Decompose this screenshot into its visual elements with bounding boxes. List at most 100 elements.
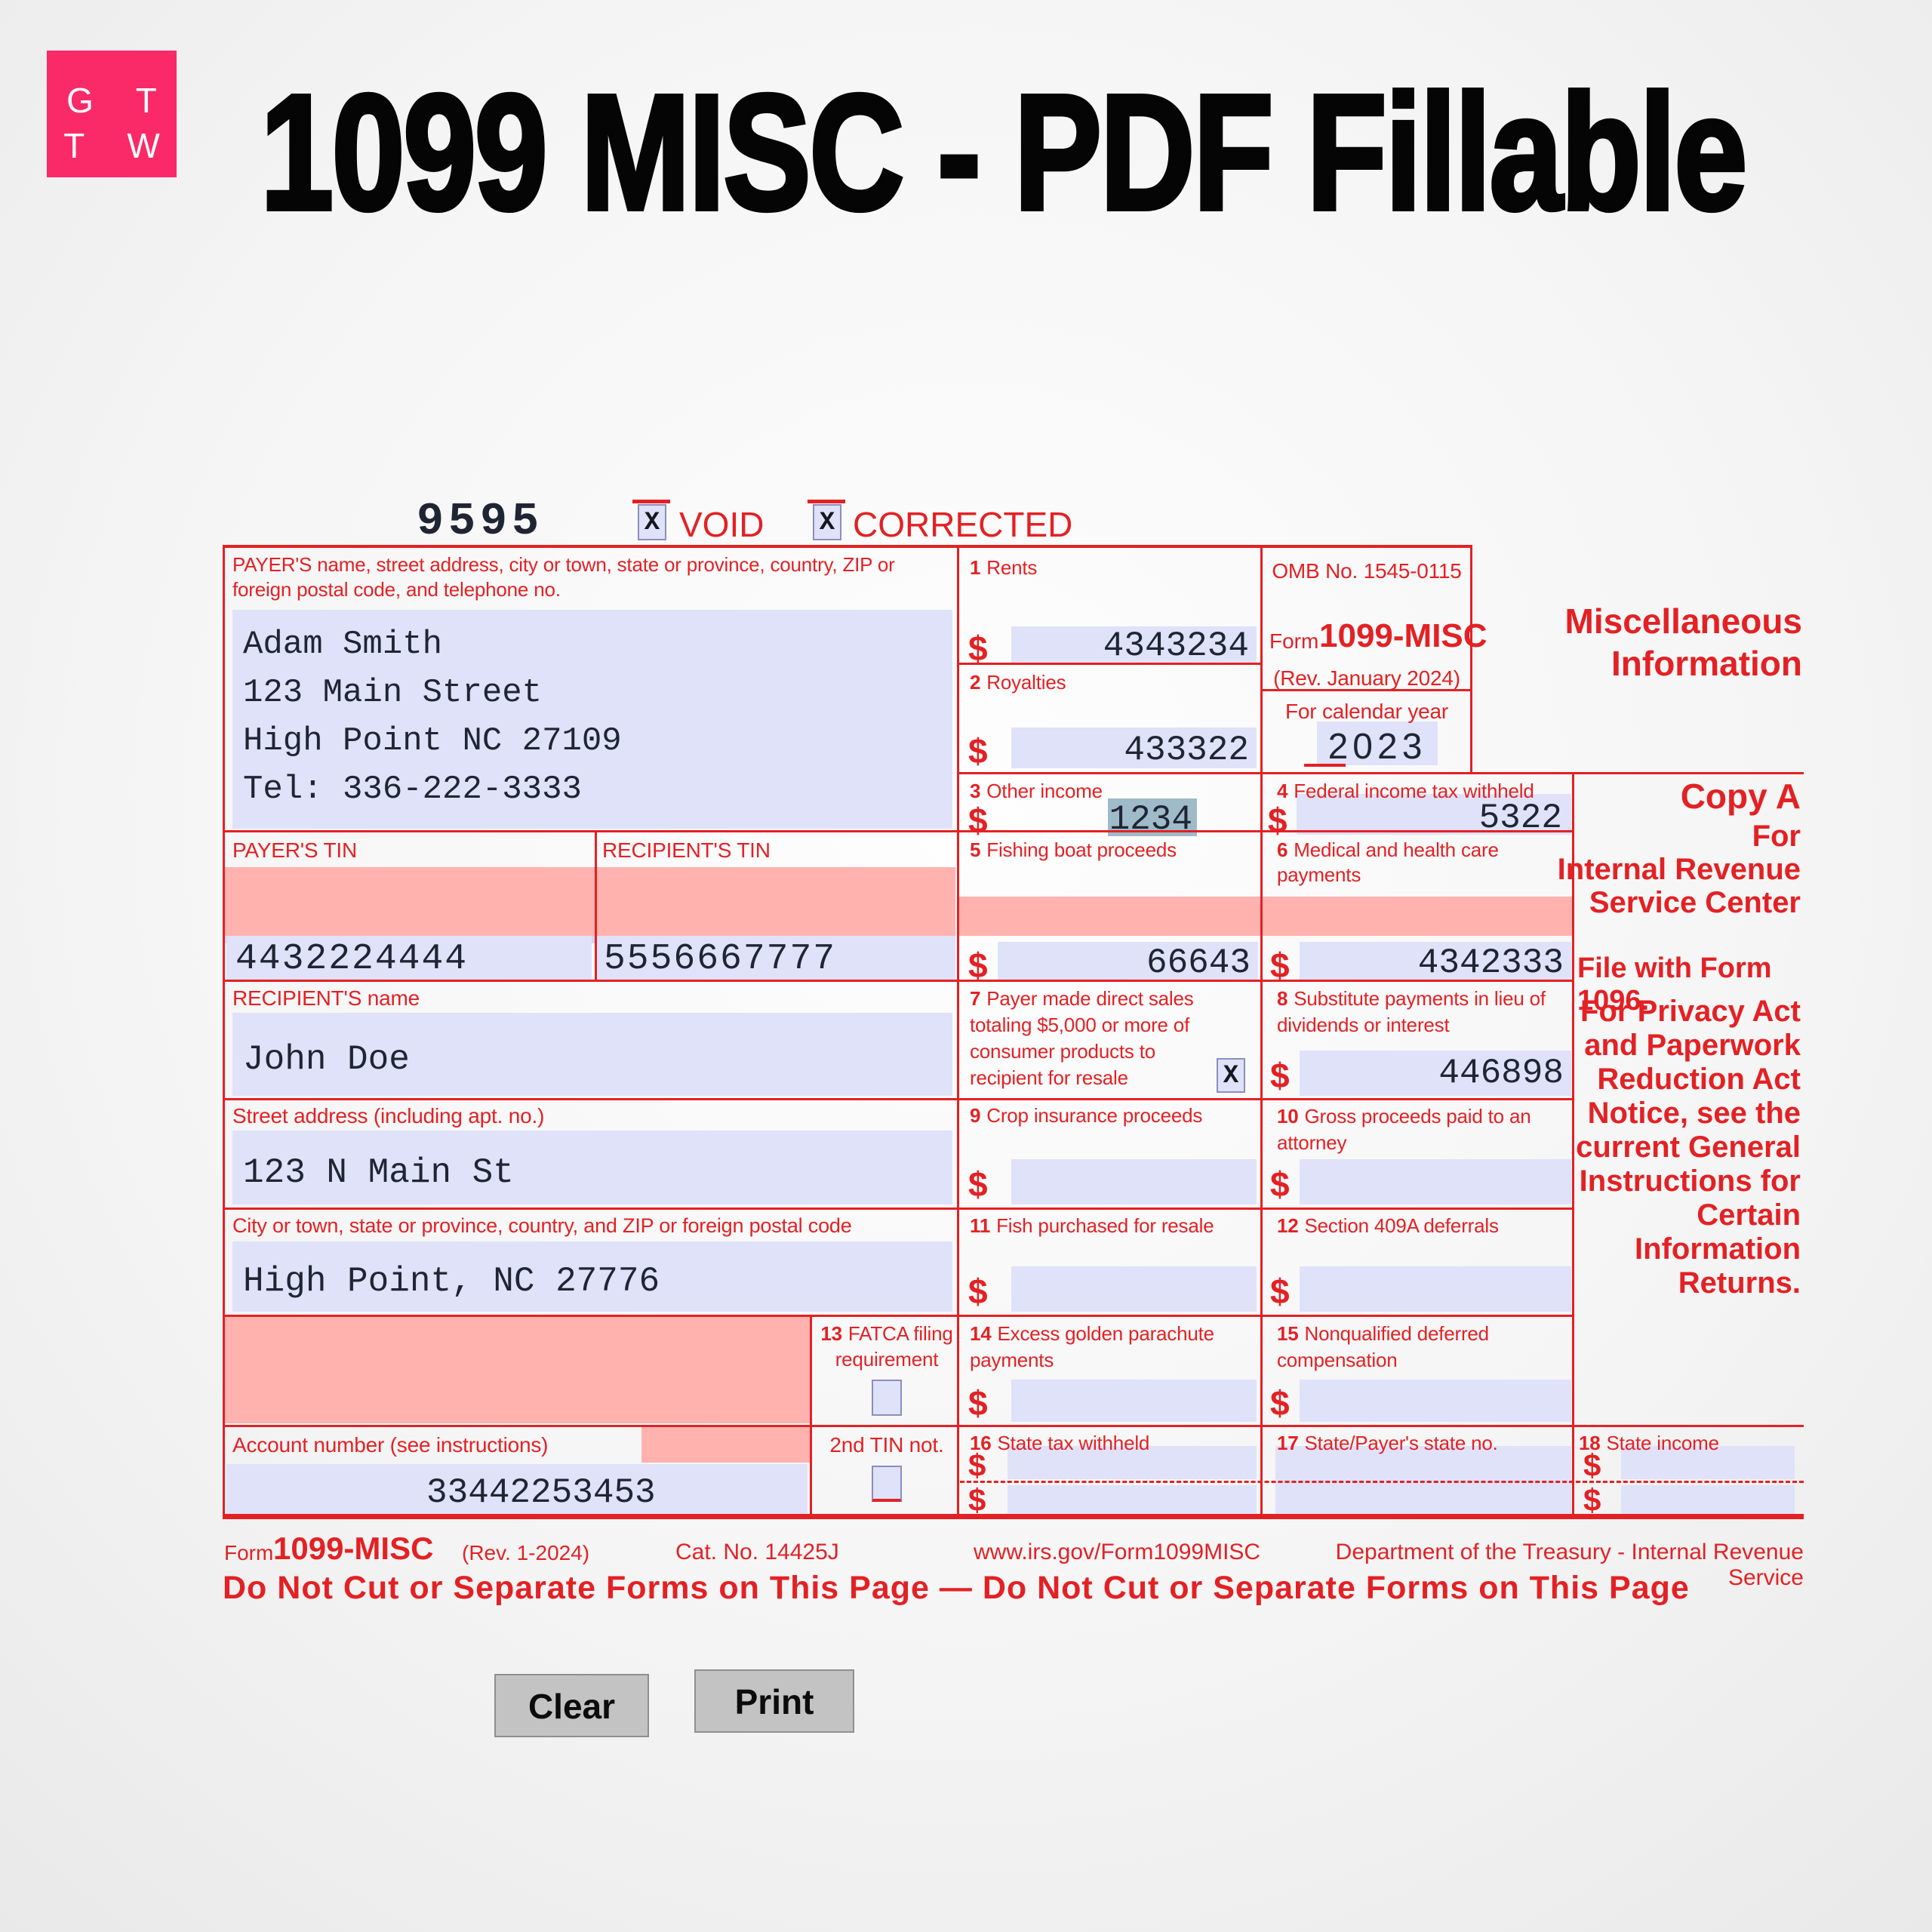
calendar-year-field[interactable] — [1317, 721, 1438, 765]
box12-dollar: $ — [1270, 1272, 1290, 1311]
box15-label: 15 Nonqualified deferred compensation — [1277, 1322, 1489, 1371]
state-row-dashed-line — [960, 1481, 1804, 1483]
clear-button-label: Clear — [528, 1687, 616, 1726]
line-name-top — [223, 980, 1574, 982]
line-account-top — [223, 1425, 1804, 1427]
box9-label: 9 Crop insurance proceeds — [970, 1104, 1203, 1127]
state-tax-field-2[interactable] — [1008, 1485, 1257, 1514]
box9-dollar: $ — [968, 1164, 988, 1204]
box6-value: 4342333 — [1417, 943, 1564, 983]
substitute-field[interactable] — [1300, 1051, 1571, 1096]
recipient-name-label: RECIPIENT'S name — [232, 986, 420, 1010]
account-field[interactable] — [226, 1464, 808, 1514]
payer-info-value: Adam Smith 123 Main Street High Point NC 2… — [243, 626, 622, 808]
recipient-name-field[interactable] — [232, 1013, 952, 1096]
box5-value: 66643 — [1146, 943, 1251, 983]
box18-dollar-2: $ — [1583, 1482, 1601, 1518]
copy-a-for: For — [1752, 820, 1801, 853]
void-label: VOID — [679, 505, 764, 544]
clear-button[interactable]: Clear — [494, 1674, 649, 1737]
street-field[interactable] — [232, 1131, 952, 1204]
omb-right-line — [1470, 545, 1472, 774]
fish-resale-field[interactable] — [1011, 1266, 1257, 1312]
footer-cat-no: Cat. No. 14425J — [675, 1540, 839, 1564]
calendar-year-value: 2023 — [1327, 727, 1427, 767]
federal-tax-field[interactable] — [1297, 794, 1571, 835]
line-city-top — [223, 1208, 1574, 1210]
recipient-tin-label: RECIPIENT'S TIN — [602, 838, 771, 862]
logo-line-1: G T — [66, 81, 174, 120]
other-income-field[interactable] — [1108, 798, 1197, 836]
fishing-field[interactable] — [998, 942, 1258, 980]
fatca-col-line — [810, 1315, 812, 1519]
corrected-label: CORRECTED — [853, 505, 1073, 544]
line-omb-calendar — [1260, 689, 1472, 691]
deferred-comp-field[interactable] — [1300, 1380, 1571, 1422]
box8-dollar: $ — [1270, 1056, 1290, 1095]
state-income-field-1[interactable] — [1621, 1446, 1795, 1479]
royalties-field[interactable] — [1011, 728, 1257, 768]
void-checkbox[interactable]: X — [638, 504, 666, 540]
payer-tin-field[interactable] — [226, 936, 592, 980]
box16-dollar-2: $ — [968, 1482, 986, 1518]
box3-label: 3 Other income — [970, 780, 1103, 802]
attorney-field[interactable] — [1300, 1159, 1571, 1204]
box5-6-band — [959, 897, 1572, 936]
rents-field[interactable] — [1011, 626, 1257, 663]
city-field[interactable] — [232, 1241, 952, 1312]
box16-dollar-1: $ — [968, 1447, 986, 1483]
footer-form-name: 1099-MISC — [273, 1531, 434, 1566]
box6-label: 6 Medical and health care payments — [1277, 838, 1499, 886]
line-box1-box2 — [957, 663, 1262, 665]
misc-heading: Miscellaneous Information — [1564, 601, 1802, 683]
city-label: City or town, state or province, country… — [232, 1214, 852, 1237]
boxed-right-line — [1572, 772, 1574, 1519]
state-no-field[interactable] — [1275, 1446, 1571, 1514]
col-line-2 — [1260, 545, 1263, 1519]
box2-dollar: $ — [968, 731, 988, 771]
box2-label: 2 Royalties — [970, 671, 1066, 694]
payer-tin-label: PAYER'S TIN — [232, 838, 357, 862]
recipient-tin-field[interactable] — [596, 936, 955, 980]
parachute-field[interactable] — [1011, 1380, 1257, 1422]
box3-value: 1234 — [1109, 800, 1192, 839]
box13-checkbox[interactable] — [872, 1380, 902, 1416]
box17-label: 17 State/Payer's state no. — [1277, 1432, 1498, 1454]
print-button-label: Print — [734, 1682, 814, 1721]
footer-url: www.irs.gov/Form1099MISC — [974, 1540, 1261, 1564]
box10-label: 10 Gross proceeds paid to an attorney — [1277, 1105, 1531, 1154]
logo-line-2: T W — [63, 126, 177, 165]
second-tin-checkbox[interactable] — [872, 1466, 902, 1502]
box18-label: 18 State income — [1579, 1432, 1719, 1454]
print-button[interactable]: Print — [694, 1669, 854, 1733]
line-tin-top — [223, 830, 1574, 832]
do-not-cut-warning: Do Not Cut or Separate Forms on This Pag… — [223, 1570, 1690, 1606]
state-income-field-2[interactable] — [1621, 1485, 1795, 1514]
account-label: Account number (see instructions) — [232, 1433, 549, 1457]
tin-split-line — [595, 830, 597, 981]
409a-field[interactable] — [1300, 1266, 1571, 1312]
corrected-checkbox[interactable]: X — [813, 504, 841, 540]
box4-label: 4 Federal income tax withheld — [1277, 780, 1534, 802]
copy-a-service-1: Internal Revenue — [1557, 853, 1801, 886]
box1-label: 1 Rents — [970, 556, 1038, 579]
calendar-year-label: For calendar year — [1284, 700, 1449, 723]
page-title: 1099 MISC - PDF Fillable — [259, 59, 1749, 247]
box4-value: 5322 — [1478, 798, 1562, 838]
col-line-1 — [957, 545, 959, 1519]
box7-label: 7 Payer made direct sales totaling $5,000… — [970, 987, 1194, 1089]
box7-checkbox[interactable]: X — [1217, 1058, 1245, 1093]
account-value: 33442253453 — [426, 1473, 656, 1512]
medical-field[interactable] — [1300, 942, 1571, 980]
crop-field[interactable] — [1011, 1159, 1257, 1204]
state-tax-field-1[interactable] — [1008, 1446, 1257, 1479]
account-label-band — [641, 1427, 810, 1463]
payer-info-field[interactable] — [232, 610, 952, 829]
gttw-logo: G T T W — [47, 51, 177, 177]
recipient-tin-value: 5556667777 — [604, 939, 837, 980]
payer-label: PAYER'S name, street address, city or to… — [232, 553, 895, 601]
omb-form-word: Form — [1269, 629, 1319, 653]
street-label: Street address (including apt. no.) — [232, 1104, 545, 1128]
box12-label: 12 Section 409A deferrals — [1277, 1214, 1499, 1237]
